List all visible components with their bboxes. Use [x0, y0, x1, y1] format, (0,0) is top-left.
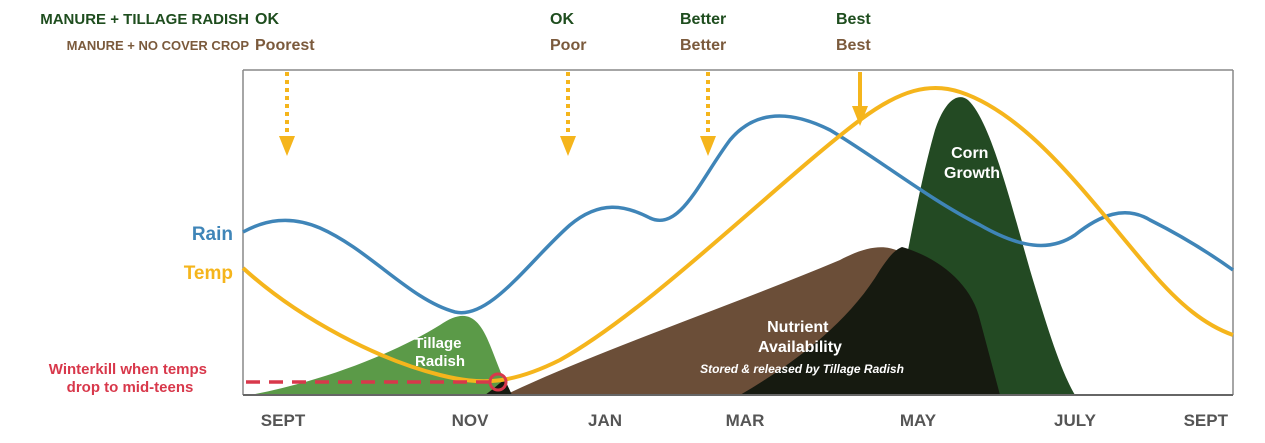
month-label: SEPT: [1184, 411, 1229, 430]
label-line: Corn: [951, 145, 988, 162]
rain-curve: [242, 114, 1235, 315]
arrow-head: [560, 136, 576, 156]
month-label: NOV: [452, 411, 490, 430]
month-label: JAN: [588, 411, 622, 430]
header-row: MANURE + NO COVER CROP: [67, 38, 250, 53]
month-label: MAR: [726, 411, 765, 430]
winterkill-label: Winterkill when temps drop to mid-teens: [49, 361, 211, 396]
nutrient-note: Stored & released by Tillage Radish: [700, 362, 904, 376]
month-label: MAY: [900, 411, 937, 430]
arrows: [279, 72, 868, 156]
rating-no-cover: Poor: [550, 37, 586, 54]
overlap-area: [740, 247, 1000, 395]
months: SEPT NOV JAN MAR MAY JULY SEPT: [261, 411, 1229, 430]
label-line: Tillage: [414, 335, 461, 352]
label-line: Availability: [758, 339, 842, 356]
temp-label: Temp: [184, 263, 233, 284]
arrow-head: [700, 136, 716, 156]
month-label: JULY: [1054, 411, 1097, 430]
label-line: Radish: [415, 353, 465, 370]
header-row: MANURE + TILLAGE RADISH: [40, 11, 249, 28]
label-line: Winterkill when temps: [49, 361, 207, 378]
label-line: Growth: [944, 165, 1000, 182]
arrow-head: [279, 136, 295, 156]
rating-radish: OK: [255, 11, 279, 28]
arrow-head: [852, 106, 868, 126]
rating-no-cover: Poorest: [255, 37, 315, 54]
ratings: OK Poorest OK Poor Better Better Best Best: [255, 11, 871, 54]
rating-no-cover: Better: [680, 37, 726, 54]
winterkill-marker: [488, 372, 508, 392]
rating-no-cover: Best: [836, 37, 871, 54]
rain-label: Rain: [192, 224, 233, 245]
radish-label: Tillage Radish: [414, 335, 465, 370]
rating-radish: Better: [680, 11, 726, 28]
corn-label: Corn Growth: [944, 145, 1000, 182]
month-label: SEPT: [261, 411, 306, 430]
rating-radish: OK: [550, 11, 574, 28]
temp-curve: [241, 85, 1234, 384]
label-line: Nutrient: [767, 319, 829, 336]
label-line: drop to mid-teens: [67, 379, 194, 396]
nutrient-label: Nutrient Availability: [758, 319, 842, 356]
rating-radish: Best: [836, 11, 871, 28]
